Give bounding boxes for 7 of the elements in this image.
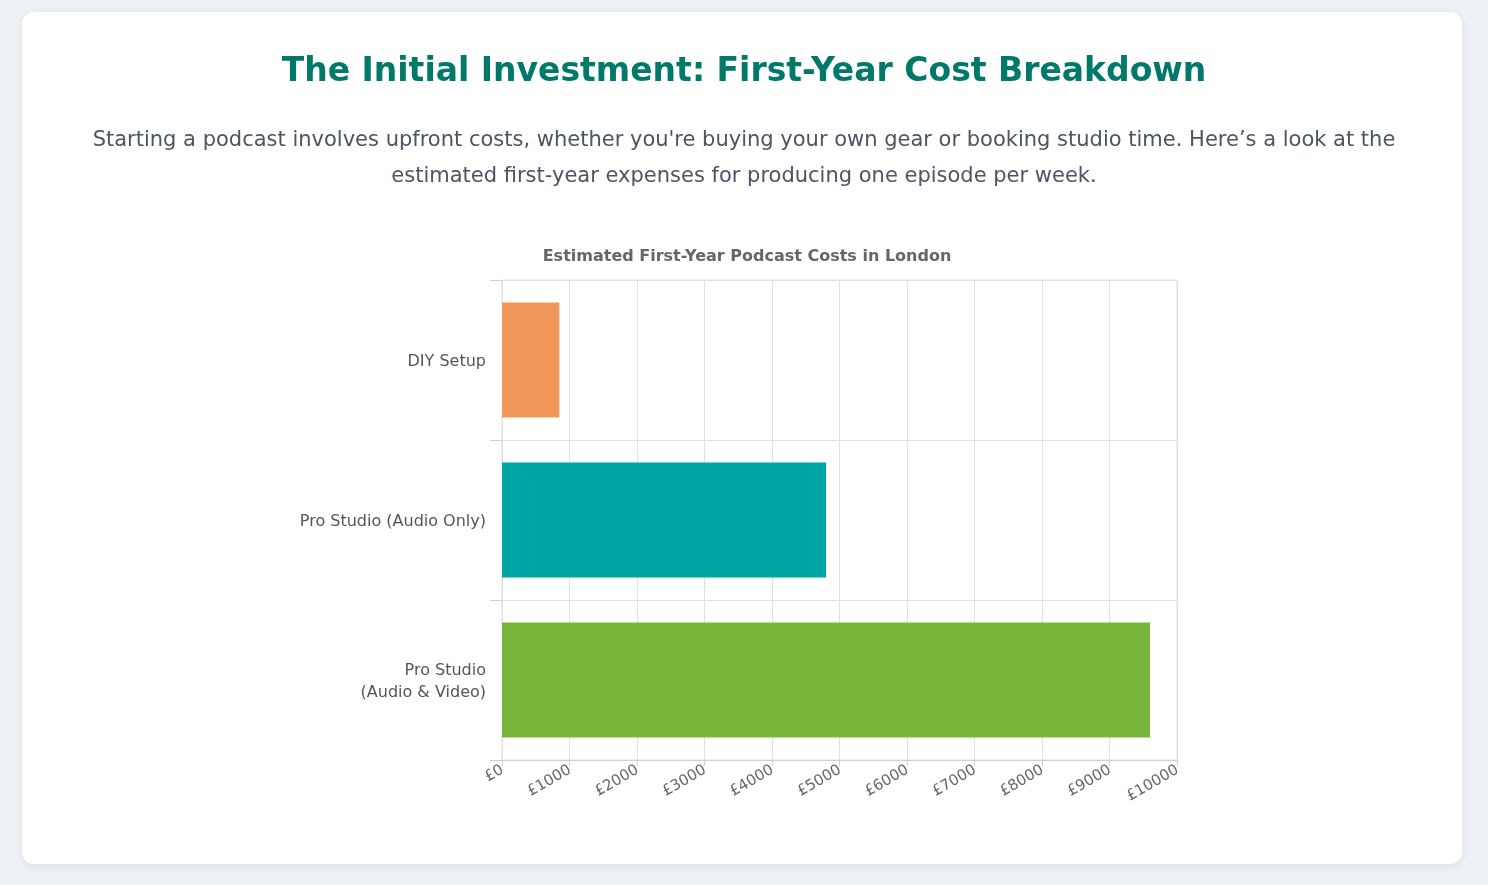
y-tick-label: DIY Setup <box>407 350 486 370</box>
y-tick-label: Pro Studio (Audio Only) <box>299 510 486 530</box>
x-tick-label: £0 <box>480 760 507 786</box>
y-tick-label: Pro Studio (Audio & Video) <box>360 659 486 701</box>
chart-subtitle: Starting a podcast involves upfront costs, whether you're buying your own gear or booking studio time. Here’s a look at the estimated first-year expenses for producing one episode per week. <box>91 126 1397 189</box>
text: Estimated First-Year Podcast Costs in London <box>542 245 952 265</box>
chart-title: The Initial Investment: First-Year Cost Breakdown <box>280 50 1208 89</box>
